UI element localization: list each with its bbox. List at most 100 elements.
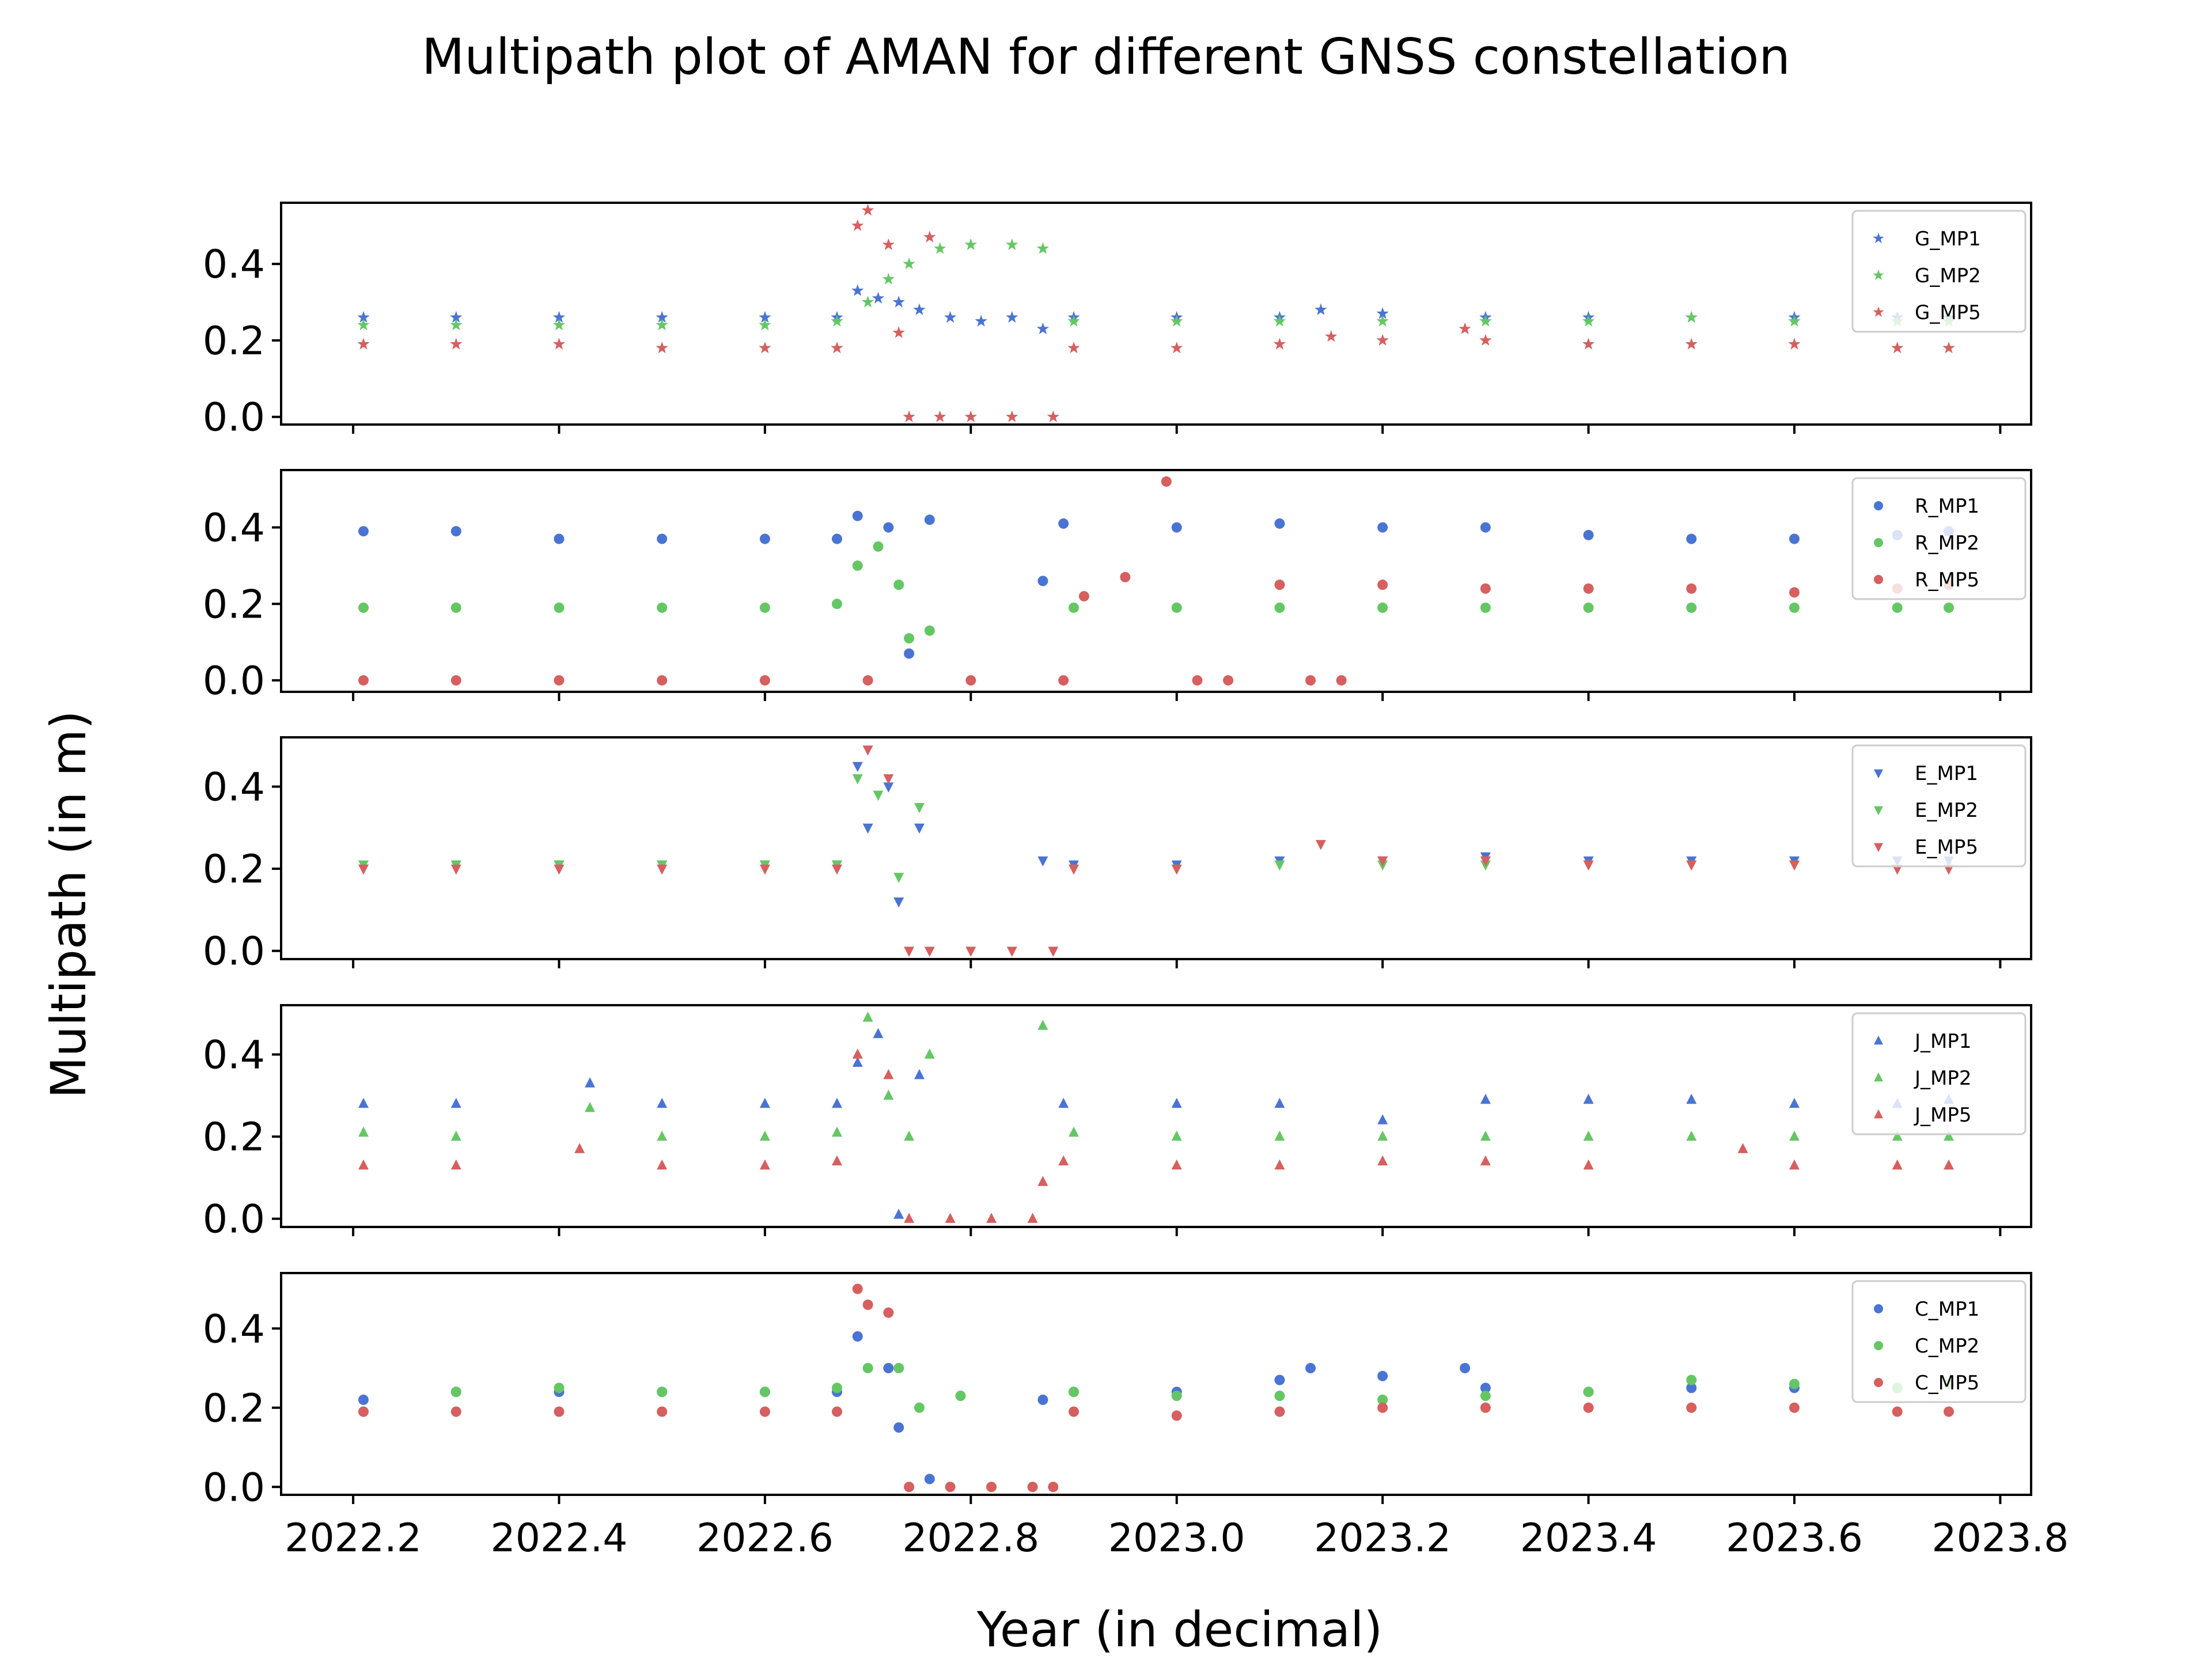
data-point: [945, 1482, 956, 1493]
data-point: [1480, 856, 1491, 867]
figure-title: Multipath plot of AMAN for different GNS…: [422, 28, 1790, 86]
data-point: [1582, 315, 1595, 327]
data-point: [1048, 946, 1059, 957]
data-point: [862, 745, 873, 756]
data-point: [656, 319, 668, 331]
data-point: [975, 315, 987, 327]
data-point: [585, 1101, 596, 1112]
data-point: [892, 296, 905, 308]
data-point: [574, 1143, 585, 1153]
data-point: [872, 291, 885, 304]
data-point: [914, 1069, 925, 1080]
series-G_MP2: [357, 238, 1955, 331]
data-point: [1789, 1378, 1800, 1389]
data-point: [1686, 1382, 1697, 1393]
legend-entry: C_MP5: [1915, 1372, 1979, 1395]
data-point: [1583, 1130, 1594, 1141]
y-tick-label: 0.2: [203, 582, 265, 627]
data-point: [585, 1077, 596, 1088]
data-point: [1069, 864, 1079, 875]
data-point: [1274, 1130, 1285, 1141]
data-point: [904, 648, 915, 659]
data-point: [1006, 238, 1018, 251]
legend-entry: R_MP1: [1915, 495, 1979, 518]
data-point: [986, 1482, 997, 1493]
legend-marker: [1874, 1341, 1883, 1350]
data-point: [1479, 315, 1492, 327]
series-C_MP5: [358, 1283, 1955, 1493]
data-point: [1067, 315, 1080, 327]
data-point: [904, 1213, 915, 1223]
data-point: [924, 946, 935, 957]
legend-marker: [1874, 575, 1883, 584]
data-point: [1479, 334, 1492, 346]
data-point: [1325, 330, 1338, 342]
data-point: [1583, 1159, 1594, 1170]
data-point: [657, 864, 668, 875]
data-point: [450, 1130, 461, 1141]
y-tick-label: 0.0: [203, 395, 265, 441]
data-point: [450, 1387, 461, 1397]
y-tick-label: 0.2: [203, 1115, 265, 1160]
data-point: [862, 1300, 873, 1310]
data-point: [1006, 410, 1018, 422]
data-point: [657, 1387, 668, 1397]
plot-frame: [280, 202, 2032, 426]
data-point: [903, 257, 915, 270]
data-point: [1171, 1097, 1182, 1108]
data-point: [1686, 1093, 1697, 1104]
data-point: [1274, 1159, 1285, 1170]
data-point: [358, 1159, 369, 1170]
legend: E_MP1 E_MP2 E_MP5: [1851, 744, 2027, 868]
data-point: [1171, 342, 1183, 354]
data-point: [1058, 675, 1069, 686]
data-point: [759, 342, 771, 354]
data-point: [832, 1097, 842, 1108]
data-point: [450, 1406, 461, 1417]
data-point: [924, 1474, 935, 1484]
legend: G_MP1 G_MP2 G_MP5: [1851, 210, 2027, 333]
y-tick-label: 0.4: [203, 242, 265, 287]
legend-marker: [1874, 501, 1883, 510]
data-point: [1377, 1370, 1388, 1381]
data-point: [1686, 583, 1697, 594]
y-tick-label: 0.2: [203, 1386, 265, 1431]
x-axis-label: Year (in decimal): [976, 1601, 1383, 1658]
data-point: [965, 675, 976, 686]
data-point: [759, 864, 770, 875]
y-tick-label: 0.4: [203, 765, 265, 810]
data-point: [1892, 1130, 1903, 1141]
data-point: [945, 1213, 956, 1223]
x-tick-label: 2023.2: [1314, 1516, 1451, 1561]
data-point: [552, 310, 566, 323]
data-point: [657, 533, 668, 544]
data-point: [1377, 1395, 1388, 1405]
data-point: [883, 1069, 894, 1080]
legend: J_MP1 J_MP2 J_MP5: [1851, 1012, 2027, 1135]
data-point: [1942, 342, 1955, 354]
data-point: [1480, 1155, 1491, 1166]
data-point: [1171, 315, 1183, 327]
data-point: [861, 204, 874, 216]
data-point: [1027, 1482, 1038, 1493]
data-point: [1480, 1391, 1491, 1402]
series-E_MP5: [358, 745, 1954, 957]
data-point: [852, 510, 863, 521]
data-point: [1006, 946, 1017, 957]
data-point: [1069, 1126, 1079, 1137]
data-point: [1377, 1114, 1388, 1124]
data-point: [1686, 860, 1697, 871]
data-point: [862, 1012, 873, 1022]
data-point: [1048, 1482, 1059, 1493]
y-tick-label: 0.0: [203, 1197, 265, 1243]
data-point: [944, 310, 957, 323]
y-tick-label: 0.4: [203, 1033, 265, 1078]
data-point: [1171, 522, 1182, 533]
legend-marker: [1874, 843, 1883, 853]
data-point: [893, 1209, 904, 1219]
data-point: [1274, 1374, 1285, 1385]
data-point: [1686, 1374, 1697, 1385]
data-point: [986, 1213, 997, 1223]
data-point: [1459, 322, 1471, 335]
subplot-4: 0.0 0.2 0.4 J_MP1 J_MP2 J_MP5: [203, 1004, 2032, 1243]
